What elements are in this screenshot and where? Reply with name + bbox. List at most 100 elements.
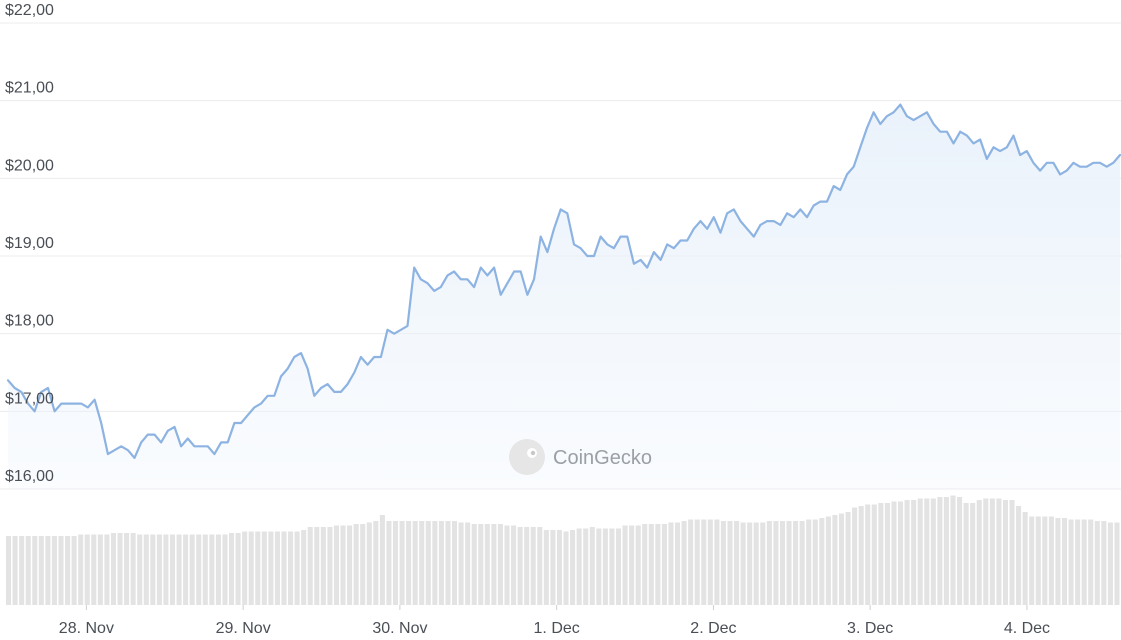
volume-bar (609, 528, 615, 605)
volume-bar (701, 519, 707, 605)
volume-bar (904, 500, 910, 605)
volume-bar (917, 498, 923, 605)
y-tick-label: $18,00 (5, 313, 54, 330)
volume-bar (799, 521, 805, 605)
volume-bar (615, 528, 622, 605)
volume-bar (1016, 506, 1022, 605)
volume-bar (366, 522, 372, 605)
volume-bar (1035, 516, 1041, 605)
volume-bar (32, 536, 38, 605)
volume-bar (681, 521, 687, 605)
volume-bar (235, 533, 241, 605)
volume-bar (333, 525, 339, 605)
volume-bar (1002, 500, 1008, 605)
price-area-fill (8, 104, 1120, 489)
volume-bar (957, 497, 963, 605)
volume-bar (215, 534, 221, 605)
volume-bar (760, 522, 766, 605)
volume-bar (845, 512, 851, 605)
volume-bar (255, 531, 261, 605)
price-area (8, 104, 1120, 489)
volume-bar (91, 534, 97, 605)
volume-bar (242, 531, 248, 605)
volume-bar (884, 503, 890, 605)
volume-bar (740, 522, 746, 605)
volume-bar (1094, 521, 1100, 605)
volume-bar (865, 504, 871, 605)
volume-bar (852, 507, 858, 605)
price-line-group (6, 103, 1121, 459)
y-tick-label: $22,00 (5, 2, 54, 19)
volume-bar (537, 527, 543, 605)
volume-bar (97, 534, 103, 605)
volume-bar (484, 524, 490, 605)
volume-bar (51, 536, 57, 605)
volume-bar (156, 534, 162, 605)
x-tick-label: 29. Nov (216, 620, 271, 637)
y-tick-label: $21,00 (5, 80, 54, 97)
y-tick-label: $19,00 (5, 235, 54, 252)
volume-bar (989, 498, 995, 605)
volume-bar (622, 525, 628, 605)
volume-bar (497, 524, 503, 605)
y-tick-label: $20,00 (5, 157, 54, 174)
volume-bar (963, 503, 969, 605)
volume-bar (65, 536, 71, 605)
volume-bar (176, 534, 182, 605)
volume-bar (911, 500, 917, 605)
volume-bar (747, 522, 753, 605)
volume-bar (84, 534, 90, 605)
volume-bar (399, 521, 405, 605)
volume-bar (1009, 500, 1015, 605)
volume-bar (930, 498, 936, 605)
volume-bar (209, 534, 215, 605)
volume-bar (819, 518, 825, 605)
volume-bar (970, 503, 976, 605)
volume-bar (524, 527, 530, 605)
volume-bar (714, 519, 720, 605)
volume-bar (327, 527, 333, 605)
volume-bar (635, 525, 641, 605)
volume-bar (511, 525, 517, 605)
volume-bar (668, 522, 674, 605)
volume-bar (373, 521, 379, 605)
volume-bar (773, 521, 779, 605)
x-tick-label: 1. Dec (534, 620, 580, 637)
volume-bar (943, 497, 949, 605)
volume-bar (766, 521, 772, 605)
volume-bar (353, 524, 359, 605)
volume-bar (360, 524, 366, 605)
y-axis-labels: $22,00 $21,00 $20,00 $19,00 $18,00 $17,00 $16,… (5, 2, 54, 485)
volume-bar (432, 521, 438, 605)
volume-bar (78, 534, 84, 605)
volume-bar (471, 524, 477, 605)
volume-bar (655, 524, 661, 605)
volume-bar (45, 536, 51, 605)
volume-bar (386, 521, 392, 605)
gecko-logo-icon (509, 439, 545, 475)
volume-bar (707, 519, 713, 605)
volume-bar (570, 530, 576, 605)
volume-bar (1081, 519, 1087, 605)
volume-bar (478, 524, 484, 605)
volume-bar (596, 528, 602, 605)
x-tick-label: 2. Dec (690, 620, 736, 637)
volume-bar (734, 521, 740, 605)
volume-bar (12, 536, 18, 605)
volume-bar (222, 534, 228, 605)
volume-bar (629, 525, 635, 605)
volume-bar (648, 524, 654, 605)
volume-bar (1042, 516, 1048, 605)
x-tick-label: 4. Dec (1004, 620, 1050, 637)
x-tick-label: 3. Dec (847, 620, 893, 637)
volume-bar (458, 522, 464, 605)
volume-bar (465, 522, 471, 605)
volume-bar (1075, 519, 1081, 605)
volume-bar (71, 536, 77, 605)
volume-bar (589, 527, 595, 605)
volume-bar (445, 521, 451, 605)
volume-bar (602, 528, 608, 605)
volume-bar (1088, 519, 1094, 605)
volume-bar (1061, 518, 1068, 605)
volume-bar (137, 534, 143, 605)
